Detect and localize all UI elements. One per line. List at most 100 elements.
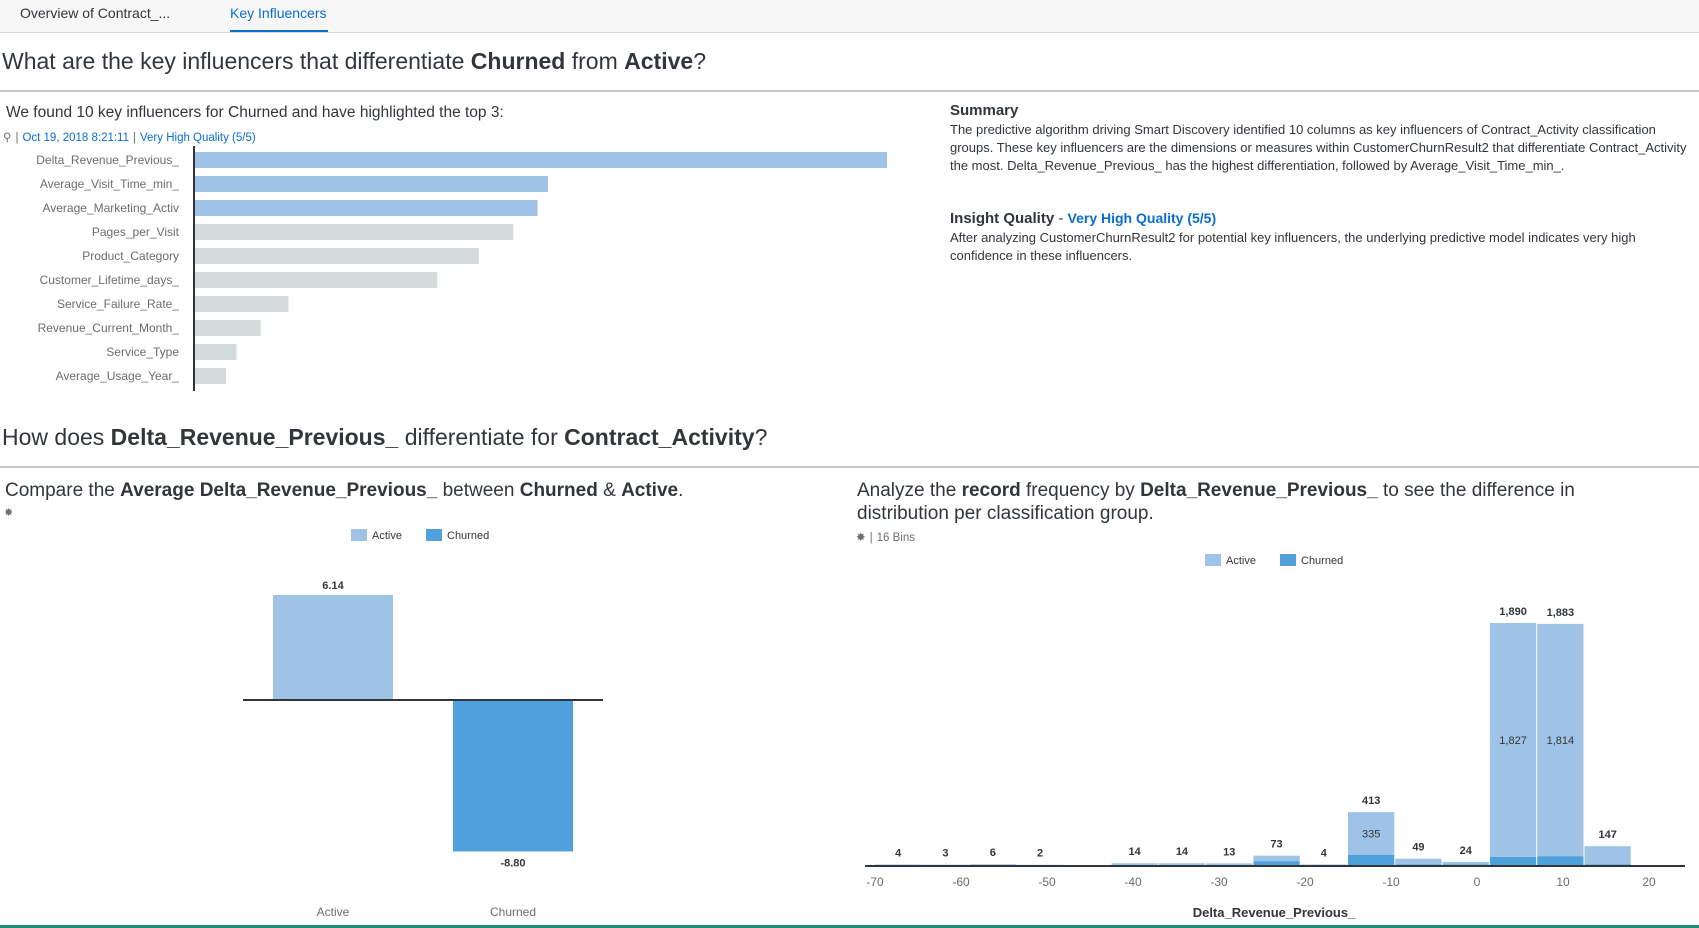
hist-legend-churned-swatch [1280, 554, 1296, 566]
influencer-label: Delta_Revenue_Previous_ [36, 153, 179, 167]
distribution-histogram: Active Churned 4 3 6 2 14 14 13 73 4 413 335 49 24 1,89… [865, 554, 1685, 920]
hist-legend-active-label: Active [1226, 555, 1256, 567]
tab-overview[interactable]: Overview of Contract_... [20, 5, 171, 21]
legend-active-label: Active [372, 530, 402, 542]
influencer-bar [195, 272, 438, 288]
compare-pre: Compare the [5, 480, 121, 501]
histogram-active-label: 1,827 [1499, 735, 1527, 747]
analyze-post: to see the difference in [1377, 480, 1575, 501]
tab-key-influencers[interactable]: Key Influencers [230, 5, 327, 21]
chart-settings-icon[interactable]: ✸ [4, 507, 14, 519]
influencer-bar [195, 296, 289, 312]
histogram-active-label: 1,814 [1547, 735, 1575, 747]
histogram-total-label: 2 [1037, 848, 1043, 860]
histogram-tick-label: -50 [1038, 875, 1056, 889]
insight-quality-link[interactable]: Very High Quality (5/5) [1067, 210, 1217, 226]
histogram-x-axis-title: Delta_Revenue_Previous_ [1193, 905, 1356, 920]
bins-count: 16 Bins [876, 532, 915, 544]
question2-text: How does [2, 424, 111, 450]
insight-quality-heading: Insight Quality - Very High Quality (5/5… [950, 210, 1216, 227]
chart-settings-icon-2[interactable]: ✸ [856, 532, 866, 544]
insight-quality-title: Insight Quality [950, 210, 1055, 227]
analyze-record: record [961, 480, 1021, 501]
histogram-tick-label: -20 [1296, 875, 1314, 889]
histogram-bar-churned [1584, 864, 1631, 865]
influencer-bar [195, 224, 514, 240]
compare-active: Active [621, 480, 679, 501]
histogram-total-label: 49 [1412, 842, 1424, 854]
hist-legend-churned-label: Churned [1301, 555, 1343, 567]
question-from: from [565, 48, 625, 74]
question-text: What are the key influencers that differ… [2, 48, 471, 74]
influencer-label: Product_Category [82, 249, 179, 263]
histogram-tick-label: -40 [1124, 875, 1142, 889]
bins-meta: ✸ | 16 Bins [856, 532, 915, 544]
histogram-bar-churned [1442, 864, 1489, 865]
influencer-label: Average_Marketing_Activ [42, 201, 179, 215]
insight-quality-text: After analyzing CustomerChurnResult2 for… [950, 230, 1636, 263]
analyze-mid: frequency by [1020, 480, 1141, 501]
compare-end: . [678, 480, 684, 501]
influencer-label: Pages_per_Visit [92, 225, 180, 239]
histogram-tick-label: -30 [1210, 875, 1228, 889]
histogram-total-label: 14 [1176, 846, 1189, 858]
key-influencers-question: What are the key influencers that differ… [2, 48, 706, 75]
histogram-active-label: 335 [1362, 829, 1380, 841]
legend-churned-swatch [426, 529, 442, 541]
compare-churned: Churned [519, 480, 598, 501]
timestamp-link[interactable]: Oct 19, 2018 8:21:11 [22, 132, 129, 144]
histogram-total-label: 13 [1223, 846, 1235, 858]
influencer-label: Average_Visit_Time_min_ [40, 177, 180, 191]
histogram-bar-active [1206, 863, 1253, 865]
average-category-label: Churned [490, 905, 536, 919]
histogram-total-label: 413 [1362, 795, 1380, 807]
section-divider [0, 90, 1699, 92]
histogram-bar-active [1584, 846, 1631, 865]
histogram-bar-churned [1537, 856, 1584, 865]
compare-title: Compare the Average Delta_Revenue_Previo… [5, 480, 683, 502]
differentiation-question: How does Delta_Revenue_Previous_ differe… [2, 424, 767, 451]
histogram-bar-active [1253, 855, 1300, 862]
histogram-bar-active [1348, 812, 1395, 856]
influencer-label: Revenue_Current_Month_ [38, 321, 180, 335]
compare-measure: Average Delta_Revenue_Previous_ [120, 480, 438, 501]
legend-churned-label: Churned [447, 530, 489, 542]
influencer-meta: ⚲ | Oct 19, 2018 8:21:11 | Very High Quality… [3, 132, 256, 144]
active-tab-indicator [230, 30, 328, 32]
analyze-pre: Analyze the [857, 480, 962, 501]
influencers-found-text: We found 10 key influencers for Churned … [6, 104, 504, 121]
histogram-tick-label: -10 [1382, 875, 1400, 889]
average-category-label: Active [317, 905, 350, 919]
legend-active-swatch [351, 529, 367, 541]
histogram-total-label: 1,883 [1547, 607, 1575, 619]
histogram-total-label: 73 [1270, 839, 1282, 851]
histogram-bar-churned [1348, 855, 1395, 865]
summary-text: The predictive algorithm driving Smart D… [950, 122, 1687, 173]
section-divider-2 [0, 466, 1699, 468]
key-influencers-chart: Delta_Revenue_Previous_ Average_Visit_Tim… [36, 146, 887, 391]
histogram-bar-active [1489, 623, 1537, 857]
analyze-title: Analyze the record frequency by Delta_Re… [857, 480, 1575, 502]
histogram-tick-label: 0 [1474, 875, 1481, 889]
question2-measure: Delta_Revenue_Previous_ [110, 424, 399, 450]
quality-link[interactable]: Very High Quality (5/5) [140, 132, 256, 144]
histogram-total-label: 6 [990, 847, 996, 859]
influencer-bar [195, 152, 887, 168]
insight-quality-dash: - [1054, 210, 1068, 227]
analyze-title-line2: distribution per classification group. [857, 503, 1154, 524]
compare-amp: & [597, 480, 622, 501]
histogram-tick-label: 10 [1556, 875, 1570, 889]
question2-mid: differentiate for [398, 424, 565, 450]
average-bar [273, 595, 393, 700]
question-end: ? [693, 48, 706, 74]
average-value-label: -8.80 [500, 857, 525, 869]
question2-end: ? [754, 424, 768, 450]
summary-title: Summary [950, 102, 1019, 119]
histogram-total-label: 1,890 [1499, 606, 1527, 618]
histogram-bar-active [1537, 623, 1584, 857]
influencer-bar [195, 200, 538, 216]
bottom-border [0, 925, 1699, 928]
average-bar [453, 701, 573, 852]
histogram-tick-label: 20 [1642, 875, 1656, 889]
histogram-total-label: 4 [1321, 847, 1328, 859]
